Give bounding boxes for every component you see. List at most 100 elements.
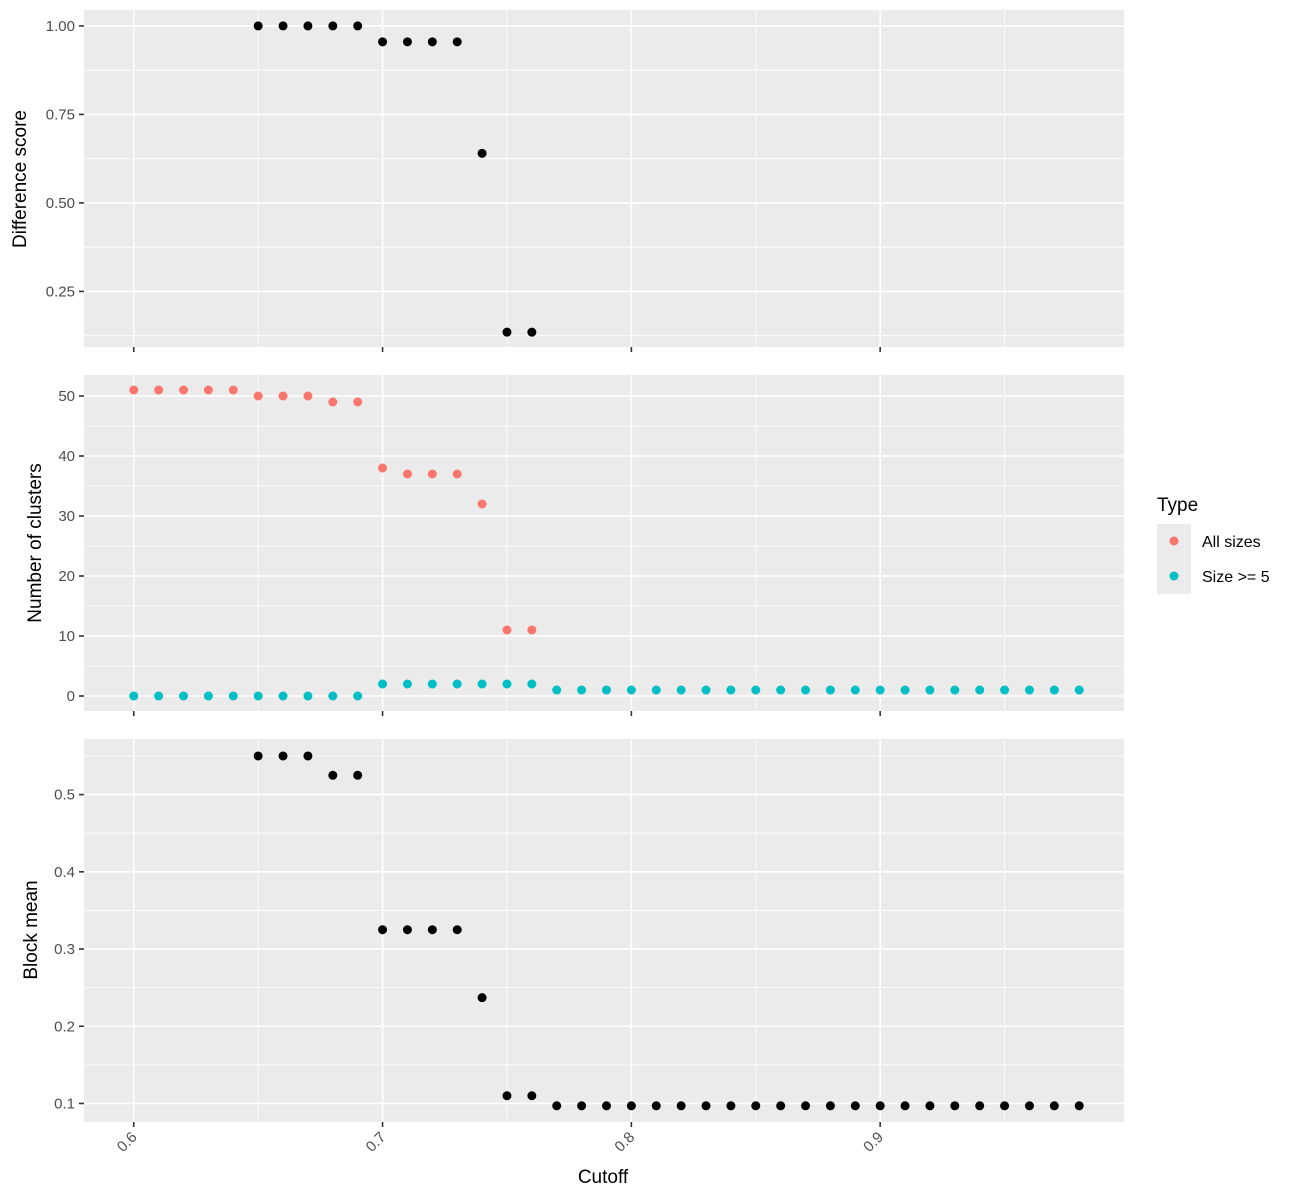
- point-block-mean: [427, 925, 437, 935]
- point-size-5: [179, 691, 189, 701]
- point-difference-score: [502, 327, 512, 337]
- point-size-5: [726, 685, 736, 695]
- point-block-mean: [776, 1101, 786, 1111]
- legend-key-all-sizes: [1169, 536, 1179, 546]
- panel-background: [84, 375, 1124, 711]
- panel-difference-score: 0.25 0.50 0.75 1.00: [46, 10, 1124, 352]
- y-tick-label: 0.50: [46, 195, 75, 212]
- point-all-sizes: [154, 385, 164, 395]
- point-all-sizes: [502, 625, 512, 635]
- point-all-sizes: [129, 385, 139, 395]
- y-tick-label: 40: [58, 448, 75, 465]
- point-size-5: [353, 691, 363, 701]
- point-block-mean: [801, 1101, 811, 1111]
- point-size-5: [1024, 685, 1034, 695]
- point-block-mean: [477, 993, 487, 1003]
- point-size-5: [154, 691, 164, 701]
- point-block-mean: [676, 1101, 686, 1111]
- point-size-5: [875, 685, 885, 695]
- point-size-5: [601, 685, 611, 695]
- point-block-mean: [502, 1091, 512, 1101]
- point-size-5: [402, 679, 412, 689]
- legend-label-all-sizes: All sizes: [1202, 534, 1261, 551]
- point-difference-score: [328, 21, 338, 31]
- point-all-sizes: [228, 385, 238, 395]
- point-difference-score: [452, 37, 462, 47]
- panel-block-mean: 0.10.20.30.40.50.6 0.7 0.8 0.9: [54, 739, 1124, 1156]
- y-tick-label: 0.3: [54, 941, 75, 958]
- y-tick-label: 10: [58, 628, 75, 645]
- point-size-5: [776, 685, 786, 695]
- point-size-5: [975, 685, 985, 695]
- point-size-5: [427, 679, 437, 689]
- y-tick-label: 0.5: [54, 787, 75, 804]
- point-all-sizes: [427, 469, 437, 479]
- point-difference-score: [278, 21, 288, 31]
- point-size-5: [850, 685, 860, 695]
- point-block-mean: [1074, 1101, 1084, 1111]
- point-size-5: [651, 685, 661, 695]
- point-size-5: [626, 685, 636, 695]
- point-size-5: [1074, 685, 1084, 695]
- legend-key-size-ge-5: [1169, 571, 1179, 581]
- y-tick-label: 1.00: [46, 18, 75, 35]
- point-size-5: [1049, 685, 1059, 695]
- point-block-mean: [900, 1101, 910, 1111]
- point-size-5: [278, 691, 288, 701]
- point-block-mean: [1049, 1101, 1059, 1111]
- point-size-5: [801, 685, 811, 695]
- y-tick-label: 50: [58, 388, 75, 405]
- point-block-mean: [626, 1101, 636, 1111]
- point-all-sizes: [203, 385, 213, 395]
- point-block-mean: [751, 1101, 761, 1111]
- point-block-mean: [378, 925, 388, 935]
- point-size-5: [676, 685, 686, 695]
- point-size-5: [751, 685, 761, 695]
- point-all-sizes: [303, 391, 313, 401]
- point-size-5: [527, 679, 537, 689]
- point-block-mean: [278, 751, 288, 761]
- panel-number-of-clusters: 0 10 20 30 40 50: [58, 375, 1124, 716]
- point-size-5: [452, 679, 462, 689]
- legend-key-background: [1157, 524, 1191, 594]
- point-difference-score: [253, 21, 263, 31]
- point-size-5: [1000, 685, 1010, 695]
- legend-title: Type: [1157, 495, 1198, 516]
- y-tick-label: 0.1: [54, 1095, 75, 1112]
- point-block-mean: [527, 1091, 537, 1101]
- point-block-mean: [601, 1101, 611, 1111]
- panel-background: [84, 10, 1124, 347]
- point-block-mean: [577, 1101, 587, 1111]
- point-block-mean: [253, 751, 263, 761]
- point-all-sizes: [452, 469, 462, 479]
- point-block-mean: [925, 1101, 935, 1111]
- x-axis-title-cutoff: Cutoff: [578, 1167, 629, 1188]
- point-all-sizes: [278, 391, 288, 401]
- point-all-sizes: [402, 469, 412, 479]
- point-difference-score: [427, 37, 437, 47]
- point-difference-score: [527, 327, 537, 337]
- legend: Type All sizes Size >= 5: [1157, 495, 1270, 594]
- point-all-sizes: [378, 463, 388, 473]
- point-size-5: [900, 685, 910, 695]
- y-tick-label: 0.4: [54, 864, 75, 881]
- y-tick-label: 20: [58, 568, 75, 585]
- point-block-mean: [950, 1101, 960, 1111]
- point-block-mean: [353, 770, 363, 780]
- point-size-5: [950, 685, 960, 695]
- point-size-5: [328, 691, 338, 701]
- point-block-mean: [850, 1101, 860, 1111]
- point-block-mean: [328, 770, 338, 780]
- y-axis-title-number-of-clusters: Number of clusters: [25, 463, 46, 622]
- point-difference-score: [303, 21, 313, 31]
- point-block-mean: [1024, 1101, 1034, 1111]
- point-block-mean: [825, 1101, 835, 1111]
- point-block-mean: [1000, 1101, 1010, 1111]
- point-block-mean: [701, 1101, 711, 1111]
- point-all-sizes: [527, 625, 537, 635]
- point-all-sizes: [477, 499, 487, 509]
- point-difference-score: [402, 37, 412, 47]
- point-all-sizes: [328, 397, 338, 407]
- panel-background: [84, 739, 1124, 1122]
